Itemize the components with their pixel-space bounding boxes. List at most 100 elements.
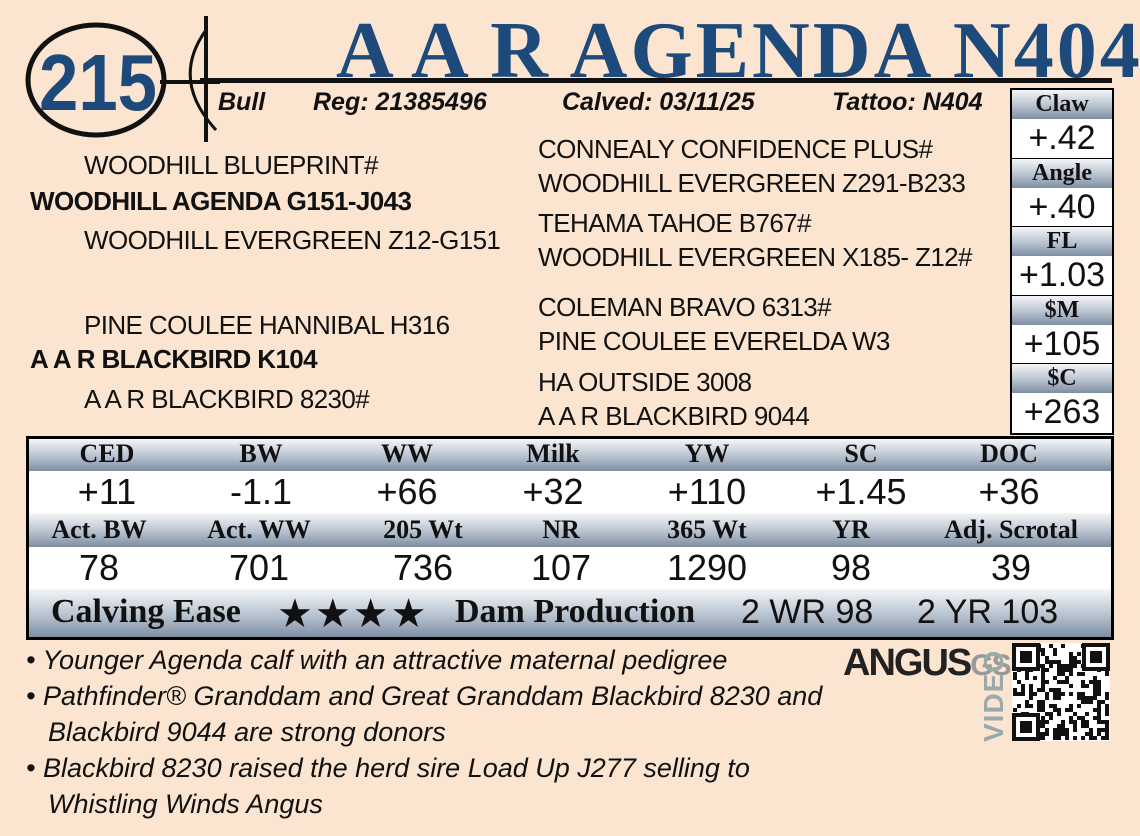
pedigree-name: HA OUTSIDE 3008 <box>538 367 752 397</box>
calved: Calved: 03/11/25 <box>562 88 755 116</box>
qr-cell <box>1065 664 1069 668</box>
qr-cell <box>1045 712 1049 716</box>
qr-cell <box>1073 728 1077 732</box>
note: • Blackbird 8230 raised the herd sire Lo… <box>26 753 750 819</box>
qr-cell <box>1061 692 1065 696</box>
qr-cell <box>1093 692 1097 696</box>
side-epd: FL +1.03 <box>1012 227 1112 296</box>
pedigree-name: TEHAMA TAHOE B767# <box>538 208 812 238</box>
qr-cell <box>1049 704 1053 708</box>
qr-cell <box>1081 724 1085 728</box>
qr-cell <box>1057 680 1061 684</box>
qr-cell <box>1041 668 1045 672</box>
pedigree-name: COLEMAN BRAVO 6313# <box>538 292 832 322</box>
calving-ease-label: Calving Ease <box>51 593 241 630</box>
qr-cell <box>1073 720 1077 724</box>
qr-cell <box>1089 728 1093 732</box>
angus-logo: ANGUSGS <box>843 642 1012 685</box>
qr-cell <box>1041 736 1045 740</box>
qr-cell <box>1105 692 1109 696</box>
qr-cell <box>1105 708 1109 712</box>
qr-cell <box>1097 712 1101 716</box>
qr-cell <box>1097 732 1101 736</box>
qr-cell <box>1097 704 1101 708</box>
qr-cell <box>1041 708 1045 712</box>
qr-cell <box>1037 700 1041 704</box>
qr-cell <box>1069 716 1073 720</box>
qr-cell <box>1049 688 1053 692</box>
qr-cell <box>1057 660 1061 664</box>
qr-cell <box>1053 676 1057 680</box>
qr-cell <box>1057 708 1061 712</box>
qr-cell <box>1101 700 1105 704</box>
note-text: Blackbird 8230 raised the herd sire Load… <box>42 753 750 819</box>
qr-cell <box>1057 724 1061 728</box>
qr-cell <box>1053 652 1057 656</box>
qr-cell <box>1069 656 1073 660</box>
dam-production-label: Dam Production <box>455 593 696 630</box>
qr-cell <box>1069 664 1073 668</box>
qr-cell <box>1045 656 1049 660</box>
qr-cell <box>1085 700 1089 704</box>
qr-cell <box>1105 720 1109 724</box>
qr-code[interactable] <box>1012 643 1110 741</box>
side-epd: $M +105 <box>1012 295 1112 365</box>
qr-cell <box>1037 704 1041 708</box>
side-epd-value: +105 <box>1023 324 1101 363</box>
qr-cell <box>1097 716 1101 720</box>
qr-cell <box>1077 692 1081 696</box>
side-epds: Claw +.42 Angle +.40 FL +1.03 $M +105 $C +263 <box>1010 88 1114 435</box>
qr-cell <box>1053 728 1057 732</box>
actual-label: NR <box>542 515 580 544</box>
actual-value: 1290 <box>666 547 748 588</box>
qr-cell <box>1073 664 1077 668</box>
qr-cell <box>1017 680 1021 684</box>
qr-cell <box>1069 684 1073 688</box>
note-text: Younger Agenda calf with an attractive m… <box>42 645 728 675</box>
qr-cell <box>1097 728 1101 732</box>
pedigree-name: A A R BLACKBIRD 9044 <box>538 401 810 431</box>
actual-value: 98 <box>830 547 872 588</box>
pedigree-name: WOODHILL EVERGREEN Z291-B233 <box>538 168 966 198</box>
qr-cell <box>1093 696 1097 700</box>
qr-cell <box>1045 728 1049 732</box>
actual-value: 39 <box>990 547 1032 588</box>
side-epd-label: FL <box>1012 227 1112 257</box>
actual-value: 736 <box>392 547 454 588</box>
actual-label: Adj. Scrotal <box>944 515 1078 544</box>
side-epd-label: $C <box>1012 364 1112 394</box>
pedigree-name: WOODHILL EVERGREEN Z12-G151 <box>84 225 501 255</box>
epd-label: CED <box>79 439 135 468</box>
qr-cell <box>1097 700 1101 704</box>
qr-cell <box>1069 720 1073 724</box>
qr-cell <box>1045 696 1049 700</box>
qr-cell <box>1065 708 1069 712</box>
qr-cell <box>1053 732 1057 736</box>
qr-cell <box>1093 708 1097 712</box>
qr-cell <box>1081 720 1085 724</box>
qr-cell <box>1013 676 1017 680</box>
qr-cell <box>1069 708 1073 712</box>
dam: A A R BLACKBIRD K104 <box>30 344 318 374</box>
qr-cell <box>1053 692 1057 696</box>
qr-cell <box>1093 736 1097 740</box>
qr-cell <box>1085 696 1089 700</box>
pedigree-name: WOODHILL EVERGREEN X185- Z12# <box>538 242 973 272</box>
qr-cell <box>1073 724 1077 728</box>
qr-cell <box>1041 732 1045 736</box>
qr-cell <box>1020 721 1032 733</box>
epd-label: BW <box>239 439 283 468</box>
epd-value: +32 <box>522 471 584 512</box>
qr-cell <box>1077 660 1081 664</box>
actual-value: 107 <box>530 547 592 588</box>
qr-cell <box>1093 716 1097 720</box>
qr-cell <box>1057 736 1061 740</box>
qr-cell <box>1041 648 1045 652</box>
qr-cell <box>1089 736 1093 740</box>
qr-cell <box>1081 736 1085 740</box>
actual-header: Act. BW Act. WW 205 Wt NR 365 Wt YR Adj. Scrot… <box>29 513 1111 547</box>
epd-values: +11 -1.1 +66 +32 +110 +1.45 +36 <box>29 471 1111 513</box>
qr-cell <box>1061 644 1065 648</box>
qr-cell <box>1105 704 1109 708</box>
side-epd-value: +1.03 <box>1018 256 1106 295</box>
